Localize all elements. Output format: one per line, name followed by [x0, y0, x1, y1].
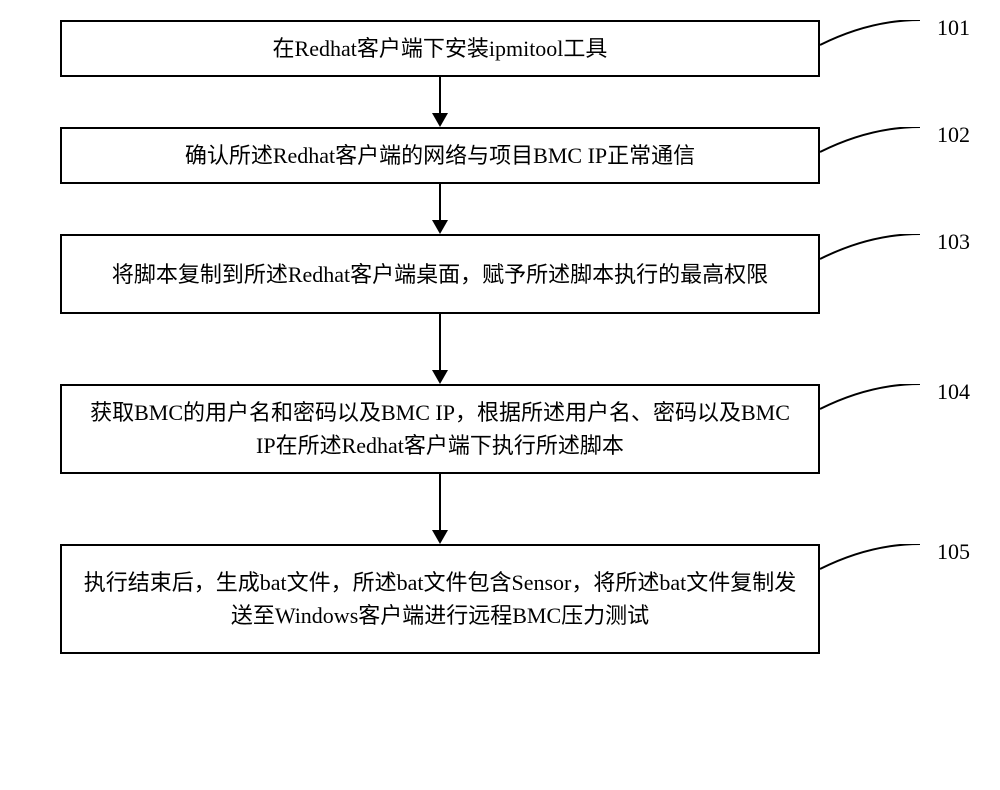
arrow-down-icon — [425, 77, 455, 127]
step-row-101: 在Redhat客户端下安装ipmitool工具 101 — [20, 20, 980, 77]
step-box-102: 确认所述Redhat客户端的网络与项目BMC IP正常通信 — [60, 127, 820, 184]
connector-curve-102 — [820, 127, 920, 177]
connector-curve-103 — [820, 234, 920, 284]
arrow-1-2 — [60, 77, 820, 127]
step-box-101: 在Redhat客户端下安装ipmitool工具 — [60, 20, 820, 77]
step-number-102: 102 — [937, 122, 970, 148]
arrow-4-5 — [60, 474, 820, 544]
step-label-103: 将脚本复制到所述Redhat客户端桌面，赋予所述脚本执行的最高权限 — [112, 258, 768, 291]
step-box-105: 执行结束后，生成bat文件，所述bat文件包含Sensor，将所述bat文件复制… — [60, 544, 820, 654]
arrow-down-icon — [425, 474, 455, 544]
arrow-down-icon — [425, 314, 455, 384]
step-number-101: 101 — [937, 15, 970, 41]
step-label-104: 获取BMC的用户名和密码以及BMC IP，根据所述用户名、密码以及BMC IP在… — [82, 396, 798, 462]
step-label-105: 执行结束后，生成bat文件，所述bat文件包含Sensor，将所述bat文件复制… — [82, 566, 798, 632]
step-number-105: 105 — [937, 539, 970, 565]
connector-curve-105 — [820, 544, 920, 594]
step-label-101: 在Redhat客户端下安装ipmitool工具 — [273, 32, 608, 65]
step-row-102: 确认所述Redhat客户端的网络与项目BMC IP正常通信 102 — [20, 127, 980, 184]
arrow-down-icon — [425, 184, 455, 234]
connector-curve-101 — [820, 20, 920, 70]
step-row-104: 获取BMC的用户名和密码以及BMC IP，根据所述用户名、密码以及BMC IP在… — [20, 384, 980, 474]
step-number-103: 103 — [937, 229, 970, 255]
flowchart-container: 在Redhat客户端下安装ipmitool工具 101 确认所述Redhat客户… — [20, 20, 980, 654]
connector-curve-104 — [820, 384, 920, 434]
step-box-104: 获取BMC的用户名和密码以及BMC IP，根据所述用户名、密码以及BMC IP在… — [60, 384, 820, 474]
step-label-102: 确认所述Redhat客户端的网络与项目BMC IP正常通信 — [185, 139, 695, 172]
arrow-3-4 — [60, 314, 820, 384]
step-box-103: 将脚本复制到所述Redhat客户端桌面，赋予所述脚本执行的最高权限 — [60, 234, 820, 314]
step-row-103: 将脚本复制到所述Redhat客户端桌面，赋予所述脚本执行的最高权限 103 — [20, 234, 980, 314]
step-row-105: 执行结束后，生成bat文件，所述bat文件包含Sensor，将所述bat文件复制… — [20, 544, 980, 654]
step-number-104: 104 — [937, 379, 970, 405]
arrow-2-3 — [60, 184, 820, 234]
